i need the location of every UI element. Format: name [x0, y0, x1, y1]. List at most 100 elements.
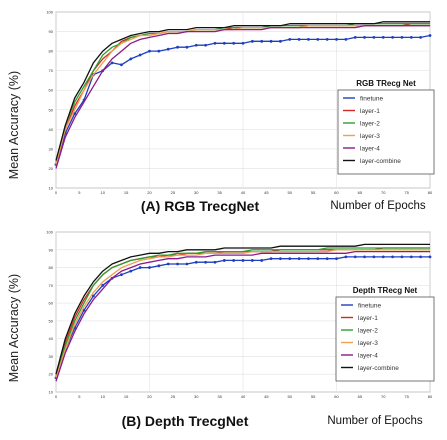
series-point-finetune	[391, 36, 394, 39]
series-line-layer-4	[55, 25, 430, 169]
x-tick-label: 40	[241, 394, 246, 399]
series-point-finetune	[185, 45, 189, 49]
series-line-layer-combine	[55, 21, 430, 161]
series-point-finetune	[269, 39, 273, 43]
y-tick-label: 10	[49, 186, 54, 191]
series-point-finetune	[213, 41, 217, 45]
series-point-finetune	[82, 308, 86, 312]
x-tick-label: 70	[381, 394, 386, 399]
chart-panel-b: 10 20 30 40 50 60 70 80 90 100 0 5 10 15 20 25 30 35 40 45 5…	[46, 230, 435, 399]
series-point-finetune	[148, 49, 151, 53]
series-point-finetune	[120, 63, 123, 67]
series-point-finetune	[325, 257, 329, 261]
y-tick-label: 10	[49, 390, 54, 395]
legend-item-layer-4: layer-4	[358, 352, 378, 359]
series-point-finetune	[185, 262, 189, 266]
x-tick-label: 80	[428, 190, 433, 195]
legend-item-layer-combine: layer-combine	[360, 158, 401, 165]
series-point-finetune	[316, 257, 320, 261]
x-tick-label: 20	[147, 394, 152, 399]
series-point-finetune	[335, 257, 338, 261]
series-point-finetune	[409, 36, 413, 39]
legend-item-finetune: finetune	[358, 302, 382, 309]
legend-item-layer-1: layer-1	[358, 315, 378, 322]
series-point-finetune	[129, 269, 133, 273]
series-point-finetune	[307, 37, 310, 41]
legend-item-layer-3: layer-3	[360, 133, 380, 140]
y-tick-label: 50	[49, 107, 54, 112]
series-point-finetune	[363, 255, 366, 259]
x-tick-label: 30	[194, 190, 199, 195]
series-point-finetune	[241, 259, 245, 262]
series-point-finetune	[176, 45, 179, 49]
x-tick-label: 0	[55, 394, 58, 399]
series-point-finetune	[381, 36, 385, 39]
series-point-finetune	[101, 283, 105, 287]
y-tick-label: 100	[46, 230, 53, 235]
caption-b: (B) Depth TrecgNet	[122, 413, 249, 429]
y-tick-label: 40	[49, 127, 54, 132]
series-point-finetune	[232, 259, 236, 262]
y-tick-label: 90	[49, 29, 54, 34]
series-point-finetune	[353, 36, 357, 39]
x-tick-label: 55	[311, 394, 316, 399]
x-tick-label: 5	[78, 190, 81, 195]
series-line-layer-combine	[55, 243, 430, 375]
series-point-finetune	[213, 260, 217, 264]
series-point-finetune	[316, 37, 320, 41]
x-tick-label: 50	[288, 190, 293, 195]
legend-item-finetune: finetune	[360, 95, 384, 102]
y-tick-label: 90	[49, 247, 54, 252]
series-point-finetune	[363, 36, 366, 39]
series-line-layer-3	[55, 249, 430, 379]
series-point-finetune	[372, 255, 376, 259]
series-point-finetune	[400, 255, 404, 259]
x-tick-label: 70	[381, 190, 386, 195]
y-tick-label: 60	[49, 88, 54, 93]
series-point-finetune	[204, 43, 208, 47]
x-tick-label: 45	[264, 394, 269, 399]
chart-panel-a: 10 20 30 40 50 60 70 80 90 100 0 5 10 15 20 25 30 35 40 45 5…	[46, 10, 435, 195]
series-point-finetune	[129, 57, 133, 61]
series-point-finetune	[344, 37, 348, 41]
x-tick-label: 65	[358, 394, 363, 399]
y-tick-label: 70	[49, 283, 54, 288]
y-tick-label: 30	[49, 146, 54, 151]
x-tick-label: 60	[334, 394, 339, 399]
series-point-finetune	[344, 255, 348, 259]
series-point-finetune	[241, 41, 245, 45]
x-tick-label: 10	[101, 394, 106, 399]
legend-item-layer-1: layer-1	[360, 108, 380, 115]
legend-item-layer-combine: layer-combine	[358, 365, 399, 372]
legend-title: RGB TRecg Net	[356, 79, 416, 88]
y-tick-label: 70	[49, 68, 54, 73]
series-point-finetune	[138, 53, 142, 57]
x-tick-label: 55	[311, 190, 316, 195]
series-point-finetune	[250, 259, 254, 262]
y-tick-label: 30	[49, 354, 54, 359]
legend-item-layer-3: layer-3	[358, 340, 378, 347]
legend-item-layer-4: layer-4	[360, 145, 380, 152]
series-point-finetune	[288, 257, 292, 261]
series-point-finetune	[222, 41, 226, 45]
series-point-finetune	[110, 61, 114, 65]
series-point-finetune	[419, 36, 423, 39]
series-point-finetune	[92, 294, 95, 298]
series-point-finetune	[120, 273, 123, 277]
y-tick-label: 40	[49, 336, 54, 341]
series-point-finetune	[297, 257, 301, 261]
x-tick-label: 25	[171, 190, 176, 195]
x-tick-label: 45	[264, 190, 269, 195]
x-tick-label: 15	[124, 190, 129, 195]
x-tick-label: 65	[358, 190, 363, 195]
series-point-finetune	[194, 43, 198, 47]
caption-a: (A) RGB TrecgNet	[141, 198, 260, 214]
series-point-finetune	[138, 266, 142, 269]
series-point-finetune	[381, 255, 385, 259]
series-point-finetune	[335, 37, 338, 41]
series-point-finetune	[409, 255, 413, 259]
x-tick-label: 80	[428, 394, 433, 399]
series-point-finetune	[279, 39, 282, 43]
series-point-finetune	[353, 255, 357, 259]
x-tick-label: 40	[241, 190, 246, 195]
